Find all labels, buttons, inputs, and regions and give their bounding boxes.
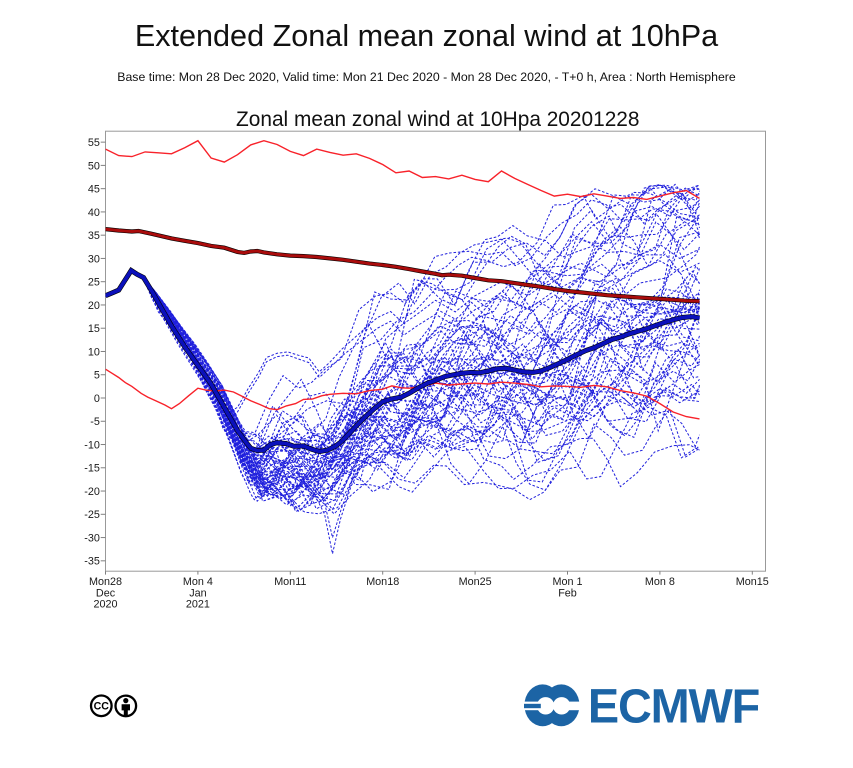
svg-text:20: 20 (88, 300, 100, 312)
svg-text:Mon 4: Mon 4 (183, 576, 213, 588)
svg-text:-10: -10 (84, 439, 100, 451)
svg-text:35: 35 (88, 230, 100, 242)
svg-text:-35: -35 (84, 556, 100, 568)
svg-text:Mon11: Mon11 (274, 576, 306, 588)
svg-text:15: 15 (88, 323, 100, 335)
svg-text:-20: -20 (84, 486, 100, 498)
svg-text:Mon15: Mon15 (736, 576, 769, 588)
svg-text:30: 30 (88, 253, 100, 265)
svg-text:55: 55 (88, 137, 100, 149)
svg-text:40: 40 (88, 207, 100, 219)
svg-text:2021: 2021 (186, 599, 210, 611)
svg-text:-15: -15 (84, 463, 100, 475)
svg-text:5: 5 (94, 370, 100, 382)
svg-text:25: 25 (88, 277, 100, 289)
svg-text:10: 10 (88, 346, 100, 358)
svg-text:CC: CC (94, 701, 110, 713)
svg-text:2020: 2020 (93, 599, 117, 611)
svg-text:Mon 1: Mon 1 (552, 576, 582, 588)
svg-text:Mon28: Mon28 (89, 576, 122, 588)
svg-text:Mon18: Mon18 (366, 576, 399, 588)
svg-text:Mon 8: Mon 8 (645, 576, 675, 588)
svg-text:-30: -30 (84, 532, 100, 544)
svg-text:50: 50 (88, 160, 100, 172)
svg-text:ECMWF: ECMWF (588, 680, 759, 730)
svg-text:45: 45 (88, 184, 100, 196)
svg-text:-25: -25 (84, 509, 100, 521)
svg-text:Mon25: Mon25 (459, 576, 492, 588)
svg-text:0: 0 (94, 393, 100, 405)
svg-text:-5: -5 (90, 416, 100, 428)
svg-text:Feb: Feb (558, 587, 577, 599)
svg-text:Jan: Jan (189, 587, 206, 599)
svg-text:Dec: Dec (96, 587, 116, 599)
